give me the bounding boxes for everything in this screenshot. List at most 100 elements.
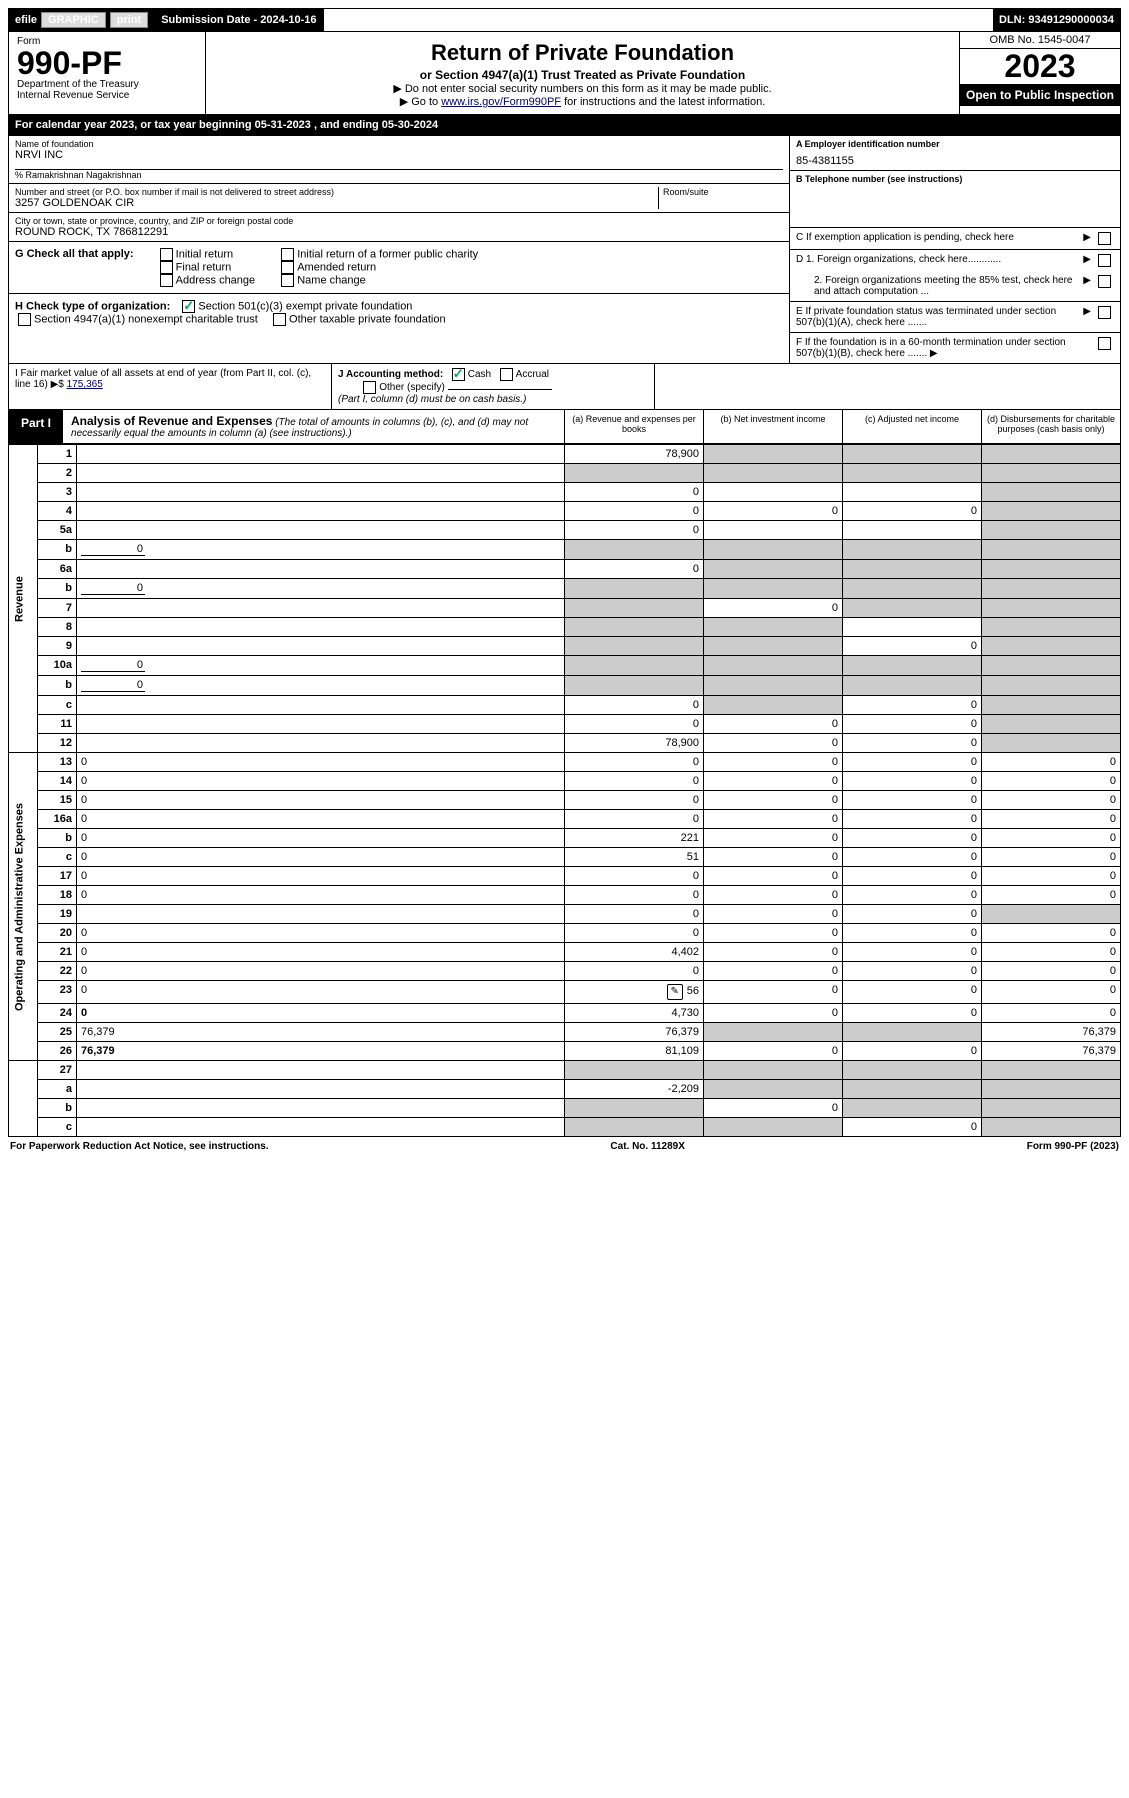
row-number: b — [38, 1099, 77, 1118]
cell-d — [982, 734, 1121, 753]
g-item-5: Name change — [297, 274, 366, 286]
ck-f[interactable] — [1098, 337, 1111, 350]
cell-b: 0 — [704, 1004, 843, 1023]
print-button[interactable]: print — [110, 12, 148, 28]
row-desc — [77, 502, 565, 521]
ck-501c3[interactable] — [182, 300, 195, 313]
row-number: 21 — [38, 943, 77, 962]
footer-mid: Cat. No. 11289X — [610, 1141, 684, 1152]
cell-d — [982, 696, 1121, 715]
table-row: Revenue178,900 — [9, 445, 1121, 464]
cell-c: 0 — [843, 1004, 982, 1023]
cell-c: 0 — [843, 753, 982, 772]
arrow-icon: ▶ — [1083, 306, 1091, 317]
care-of: % Ramakrishnan Nagakrishnan — [15, 169, 783, 180]
cell-c — [843, 1080, 982, 1099]
info-right: A Employer identification number 85-4381… — [789, 136, 1120, 363]
cell-d — [982, 599, 1121, 618]
ck-e[interactable] — [1098, 306, 1111, 319]
ck-c[interactable] — [1098, 232, 1111, 245]
cell-b: 0 — [704, 981, 843, 1004]
table-row: 2104,402000 — [9, 943, 1121, 962]
table-row: 10a 0 — [9, 656, 1121, 676]
ck-other[interactable] — [363, 381, 376, 394]
ck-initial-former[interactable] — [281, 248, 294, 261]
j-accrual: Accrual — [516, 369, 549, 380]
cell-a — [565, 464, 704, 483]
row-desc — [77, 483, 565, 502]
j-note: (Part I, column (d) must be on cash basi… — [338, 394, 526, 405]
row-number: 6a — [38, 560, 77, 579]
cell-a: 0 — [565, 753, 704, 772]
cell-a — [565, 599, 704, 618]
cell-a — [565, 656, 704, 676]
ck-initial[interactable] — [160, 248, 173, 261]
row-desc — [77, 560, 565, 579]
ck-d2[interactable] — [1098, 275, 1111, 288]
ck-amended[interactable] — [281, 261, 294, 274]
table-row: 1278,90000 — [9, 734, 1121, 753]
cell-b: 0 — [704, 1042, 843, 1061]
cell-d — [982, 618, 1121, 637]
ck-other-tax[interactable] — [273, 313, 286, 326]
row-number: 3 — [38, 483, 77, 502]
h-opt3: Other taxable private foundation — [289, 313, 446, 325]
instr-1: ▶ Do not enter social security numbers o… — [212, 82, 953, 95]
ck-d1[interactable] — [1098, 254, 1111, 267]
row-number: a — [38, 1080, 77, 1099]
cell-a: 51 — [565, 848, 704, 867]
cell-b: 0 — [704, 867, 843, 886]
cell-a: ✎56 — [565, 981, 704, 1004]
instr-2: ▶ Go to www.irs.gov/Form990PF for instru… — [212, 95, 953, 108]
ck-4947[interactable] — [18, 313, 31, 326]
footer: For Paperwork Reduction Act Notice, see … — [8, 1137, 1121, 1156]
cell-a: 0 — [565, 696, 704, 715]
cell-c: 0 — [843, 734, 982, 753]
cell-c: 0 — [843, 772, 982, 791]
cell-d: 0 — [982, 753, 1121, 772]
row-desc: 0 — [77, 753, 565, 772]
i-label: I Fair market value of all assets at end… — [15, 368, 311, 390]
cell-c — [843, 1061, 982, 1080]
table-row: 2 — [9, 464, 1121, 483]
header-right: OMB No. 1545-0047 2023 Open to Public In… — [959, 32, 1120, 114]
cell-d — [982, 676, 1121, 696]
ck-accrual[interactable] — [500, 368, 513, 381]
cell-c — [843, 656, 982, 676]
irs-link[interactable]: www.irs.gov/Form990PF — [441, 96, 561, 108]
ck-final[interactable] — [160, 261, 173, 274]
cell-b — [704, 676, 843, 696]
attachment-icon[interactable]: ✎ — [667, 984, 683, 1000]
cell-b: 0 — [704, 502, 843, 521]
row-desc — [77, 599, 565, 618]
j-other: Other (specify) — [379, 382, 445, 393]
cell-a — [565, 1118, 704, 1137]
graphic-button[interactable]: GRAPHIC — [41, 12, 106, 28]
col-c-head: (c) Adjusted net income — [842, 410, 981, 443]
d2-row: 2. Foreign organizations meeting the 85%… — [790, 271, 1120, 302]
table-row: 2200000 — [9, 962, 1121, 981]
cell-d — [982, 1080, 1121, 1099]
table-row: c00 — [9, 696, 1121, 715]
form-number: 990-PF — [17, 47, 197, 79]
addr-cell: Number and street (or P.O. box number if… — [9, 184, 789, 213]
side-label: Revenue — [9, 445, 38, 753]
ck-addr[interactable] — [160, 274, 173, 287]
top-bar: efile GRAPHIC print Submission Date - 20… — [8, 8, 1121, 32]
cell-c: 0 — [843, 924, 982, 943]
cell-c — [843, 676, 982, 696]
cell-c: 0 — [843, 905, 982, 924]
row-number: b — [38, 829, 77, 848]
irs-label: Internal Revenue Service — [17, 90, 197, 101]
table-row: 70 — [9, 599, 1121, 618]
cell-d — [982, 540, 1121, 560]
row-number: 19 — [38, 905, 77, 924]
cell-a — [565, 1061, 704, 1080]
cell-b — [704, 1023, 843, 1042]
ck-cash[interactable] — [452, 368, 465, 381]
g-item-3: Initial return of a former public charit… — [297, 248, 478, 260]
cell-c — [843, 483, 982, 502]
h-opt2: Section 4947(a)(1) nonexempt charitable … — [34, 313, 258, 325]
section-i: I Fair market value of all assets at end… — [9, 364, 332, 409]
ck-name[interactable] — [281, 274, 294, 287]
